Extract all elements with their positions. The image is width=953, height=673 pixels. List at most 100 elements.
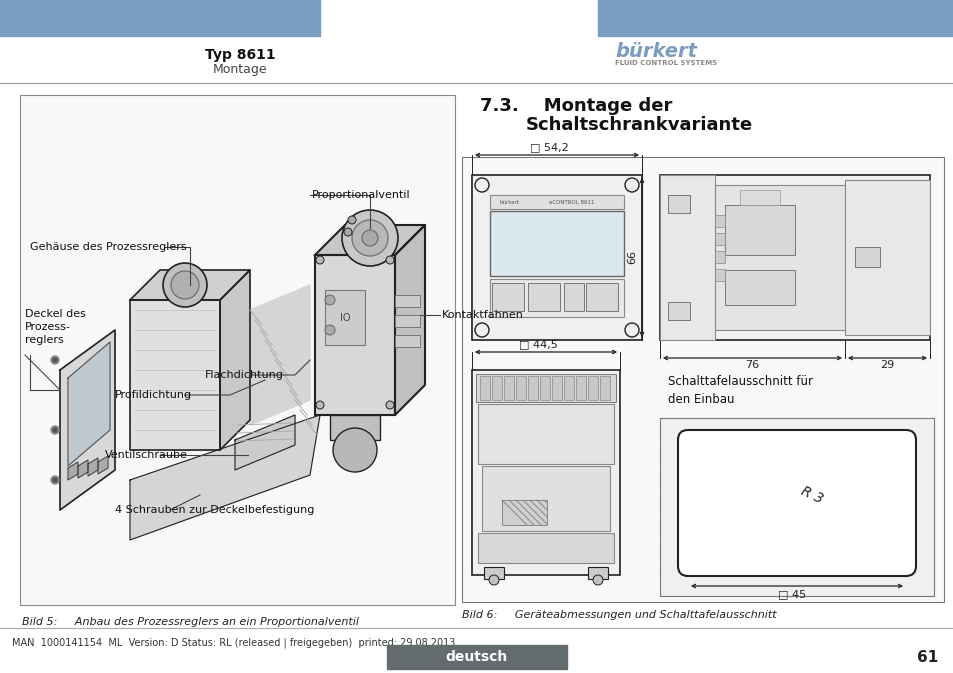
Bar <box>490 211 623 276</box>
Text: Proportionalventil: Proportionalventil <box>312 190 410 200</box>
Bar <box>330 415 379 440</box>
Text: Gehäuse des Prozessreglers: Gehäuse des Prozessreglers <box>30 242 187 252</box>
Circle shape <box>344 228 352 236</box>
Text: Bild 6:     Geräteabmessungen und Schalttafelausschnitt: Bild 6: Geräteabmessungen und Schalttafe… <box>461 610 776 620</box>
Circle shape <box>325 325 335 335</box>
Circle shape <box>51 426 59 434</box>
Bar <box>563 283 583 311</box>
Bar <box>20 95 455 605</box>
Text: deutsch: deutsch <box>445 650 508 664</box>
Bar <box>472 175 641 340</box>
Circle shape <box>51 476 59 484</box>
Bar <box>0 0 319 36</box>
Bar <box>724 205 794 255</box>
Polygon shape <box>395 225 424 415</box>
Bar <box>476 374 616 402</box>
Bar <box>490 195 623 209</box>
Bar <box>503 376 514 400</box>
Circle shape <box>171 271 199 299</box>
Circle shape <box>315 401 324 409</box>
Bar <box>615 24 620 30</box>
Bar <box>714 215 724 227</box>
Text: 76: 76 <box>744 360 759 370</box>
Circle shape <box>333 428 376 472</box>
Bar <box>714 269 724 281</box>
Bar <box>659 175 714 340</box>
Polygon shape <box>250 285 310 425</box>
Bar <box>585 283 618 311</box>
Text: Flachdichtung: Flachdichtung <box>205 370 284 380</box>
Bar <box>395 335 419 347</box>
Circle shape <box>361 230 377 246</box>
Text: Ventilschraube: Ventilschraube <box>105 450 188 460</box>
Circle shape <box>348 216 355 224</box>
Text: IO: IO <box>339 313 350 323</box>
Bar <box>587 376 598 400</box>
Circle shape <box>489 575 498 585</box>
Bar <box>659 175 929 340</box>
Text: Schaltschrankvariante: Schaltschrankvariante <box>525 116 752 134</box>
Polygon shape <box>314 255 395 415</box>
Text: Kontaktfahnen: Kontaktfahnen <box>441 310 523 320</box>
Text: 4 Schrauben zur Deckelbefestigung: 4 Schrauben zur Deckelbefestigung <box>115 505 314 515</box>
Bar <box>479 376 490 400</box>
Circle shape <box>386 256 394 264</box>
Bar <box>395 295 419 307</box>
Circle shape <box>475 178 489 192</box>
Bar <box>667 302 689 320</box>
Bar <box>552 376 561 400</box>
Text: eCONTROL 8611: eCONTROL 8611 <box>549 199 594 205</box>
Polygon shape <box>130 300 220 450</box>
Bar <box>724 270 794 305</box>
Circle shape <box>163 263 207 307</box>
Bar <box>714 233 724 245</box>
Bar <box>501 500 546 525</box>
Bar <box>714 251 724 263</box>
Text: Montage: Montage <box>213 63 267 76</box>
Circle shape <box>53 428 57 432</box>
Polygon shape <box>68 342 110 466</box>
Text: FLUID CONTROL SYSTEMS: FLUID CONTROL SYSTEMS <box>615 60 717 66</box>
Text: 66: 66 <box>626 250 637 264</box>
Text: bürkert: bürkert <box>615 42 697 61</box>
Text: □ 45: □ 45 <box>777 589 805 599</box>
Bar <box>587 567 607 579</box>
Bar <box>492 376 501 400</box>
Bar <box>527 376 537 400</box>
Bar <box>598 0 953 36</box>
Polygon shape <box>60 330 115 510</box>
Text: □ 44,5: □ 44,5 <box>518 339 557 349</box>
Text: 61: 61 <box>916 649 937 664</box>
Text: Profildichtung: Profildichtung <box>115 390 192 400</box>
Circle shape <box>593 575 602 585</box>
FancyBboxPatch shape <box>678 430 915 576</box>
Text: Bild 5:     Anbau des Prozessreglers an ein Proportionalventil: Bild 5: Anbau des Prozessreglers an ein … <box>22 617 358 627</box>
Bar <box>387 645 566 669</box>
Bar <box>395 315 419 327</box>
Bar <box>623 24 629 30</box>
Bar <box>477 404 614 464</box>
Bar <box>477 533 614 563</box>
Circle shape <box>51 356 59 364</box>
Circle shape <box>624 178 639 192</box>
Text: Schalttafelausschnitt für
den Einbau: Schalttafelausschnitt für den Einbau <box>667 375 812 406</box>
Circle shape <box>352 220 388 256</box>
Text: Deckel des
Prozess-
reglers: Deckel des Prozess- reglers <box>25 309 86 345</box>
Bar <box>539 376 550 400</box>
Circle shape <box>315 256 324 264</box>
Circle shape <box>475 323 489 337</box>
Bar <box>527 283 559 311</box>
Text: 29: 29 <box>879 360 893 370</box>
Polygon shape <box>88 458 98 476</box>
Polygon shape <box>78 460 88 478</box>
Text: □ 54,2: □ 54,2 <box>529 142 568 152</box>
Bar <box>490 279 623 317</box>
Bar <box>667 195 689 213</box>
Bar <box>472 370 619 575</box>
Bar <box>599 376 609 400</box>
Circle shape <box>53 478 57 482</box>
Bar <box>516 376 525 400</box>
Bar <box>483 567 503 579</box>
Polygon shape <box>130 270 250 300</box>
Bar <box>844 180 929 335</box>
